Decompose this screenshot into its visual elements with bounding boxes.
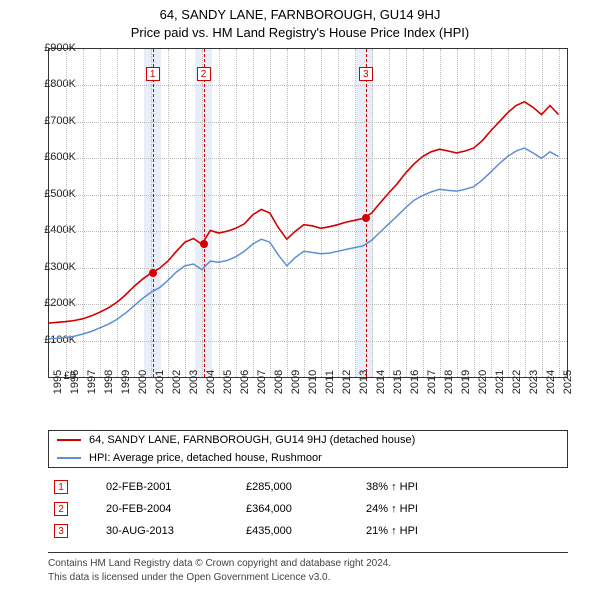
attribution-line2: This data is licensed under the Open Gov…	[48, 571, 568, 585]
legend-swatch	[57, 457, 81, 459]
sale-date: 30-AUG-2013	[106, 525, 246, 537]
sale-price: £364,000	[246, 503, 366, 515]
sale-number-box: 2	[54, 502, 68, 516]
sale-delta: 21% ↑ HPI	[366, 525, 568, 537]
chart-container: 64, SANDY LANE, FARNBOROUGH, GU14 9HJ Pr…	[0, 0, 600, 590]
sale-number-box: 3	[54, 524, 68, 538]
legend: 64, SANDY LANE, FARNBOROUGH, GU14 9HJ (d…	[48, 430, 568, 468]
legend-row: HPI: Average price, detached house, Rush…	[49, 449, 567, 467]
legend-swatch	[57, 439, 81, 441]
title-line1: 64, SANDY LANE, FARNBOROUGH, GU14 9HJ	[0, 6, 600, 24]
sale-price: £435,000	[246, 525, 366, 537]
line-series-svg	[49, 49, 567, 377]
sale-row: 2 20-FEB-2004£364,00024% ↑ HPI	[48, 498, 568, 520]
attribution-line1: Contains HM Land Registry data © Crown c…	[48, 557, 568, 571]
legend-label: HPI: Average price, detached house, Rush…	[89, 452, 322, 464]
title-line2: Price paid vs. HM Land Registry's House …	[0, 24, 600, 42]
chart-title: 64, SANDY LANE, FARNBOROUGH, GU14 9HJ Pr…	[0, 0, 600, 42]
sale-row: 3 30-AUG-2013£435,00021% ↑ HPI	[48, 520, 568, 542]
sale-dot	[200, 240, 208, 248]
sale-marker-box: 1	[146, 67, 160, 81]
sale-delta: 38% ↑ HPI	[366, 481, 568, 493]
sale-price: £285,000	[246, 481, 366, 493]
sale-date: 20-FEB-2004	[106, 503, 246, 515]
attribution: Contains HM Land Registry data © Crown c…	[48, 552, 568, 584]
sale-marker-box: 3	[359, 67, 373, 81]
sale-marker-box: 2	[197, 67, 211, 81]
sale-dot	[362, 214, 370, 222]
legend-label: 64, SANDY LANE, FARNBOROUGH, GU14 9HJ (d…	[89, 434, 415, 446]
sale-row: 1 02-FEB-2001£285,00038% ↑ HPI	[48, 476, 568, 498]
sales-table: 1 02-FEB-2001£285,00038% ↑ HPI 2 20-FEB-200…	[48, 476, 568, 542]
sale-number-box: 1	[54, 480, 68, 494]
sale-delta: 24% ↑ HPI	[366, 503, 568, 515]
plot-area: 1 2 3	[48, 48, 568, 378]
sale-dot	[149, 269, 157, 277]
series-property	[49, 102, 559, 323]
legend-row: 64, SANDY LANE, FARNBOROUGH, GU14 9HJ (d…	[49, 431, 567, 449]
series-hpi	[49, 148, 559, 339]
sale-date: 02-FEB-2001	[106, 481, 246, 493]
